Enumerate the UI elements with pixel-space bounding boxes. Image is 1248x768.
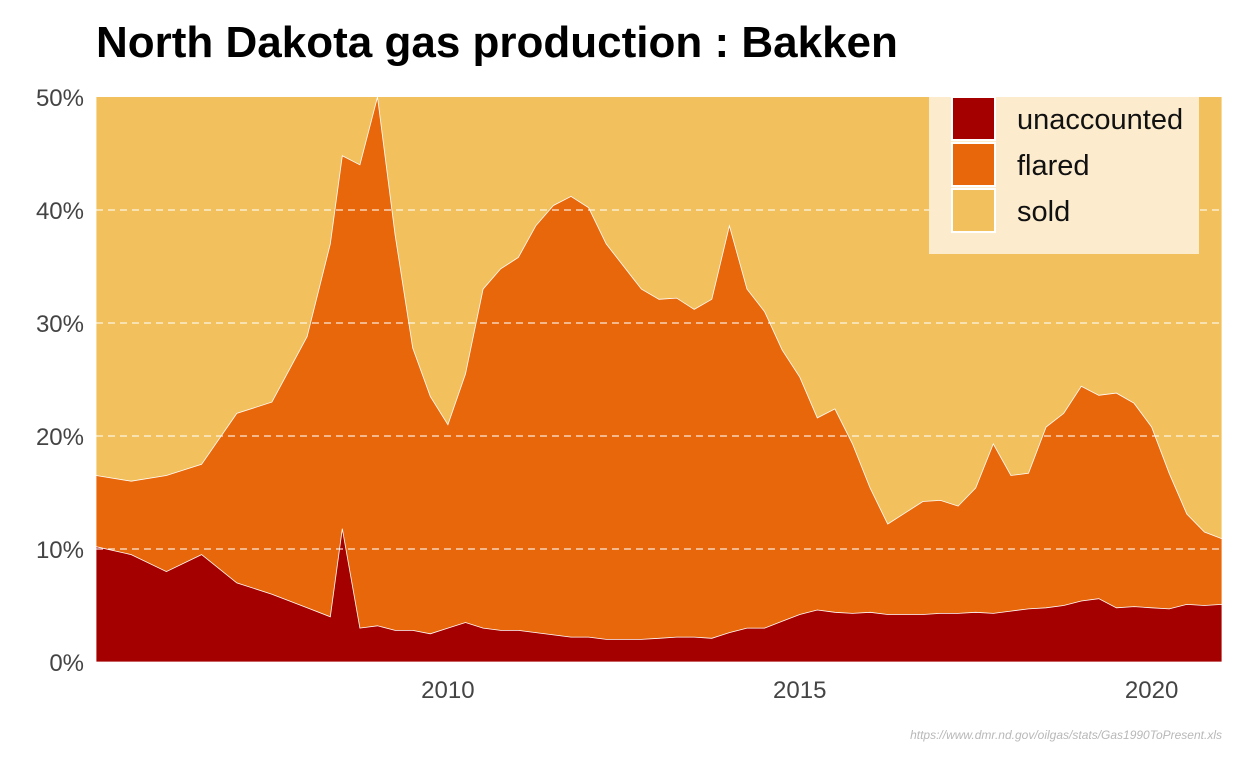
x-tick-label: 2020 (1125, 677, 1178, 704)
y-tick-label: 40% (36, 198, 84, 225)
legend-swatch-sold (951, 188, 996, 233)
y-tick-label: 0% (49, 650, 84, 677)
legend-label-sold: sold (1017, 196, 1070, 228)
y-tick-label: 30% (36, 311, 84, 338)
y-tick-label: 10% (36, 537, 84, 564)
legend-label-flared: flared (1017, 150, 1090, 182)
y-axis: 0% 10% 20% 30% 40% 50% (36, 85, 84, 677)
x-tick-label: 2015 (773, 677, 826, 704)
y-tick-label: 20% (36, 424, 84, 451)
legend-swatch-flared (951, 142, 996, 187)
x-tick-label: 2010 (421, 677, 474, 704)
source-caption: https://www.dmr.nd.gov/oilgas/stats/Gas1… (910, 728, 1222, 742)
legend: unaccounted flared sold (929, 96, 1199, 254)
x-axis: 2010 2015 2020 (421, 677, 1178, 704)
y-tick-label: 50% (36, 85, 84, 112)
legend-swatch-unaccounted (951, 96, 996, 141)
legend-label-unaccounted: unaccounted (1017, 104, 1183, 136)
chart-title: North Dakota gas production : Bakken (96, 18, 898, 67)
area-flared (96, 97, 1222, 662)
area-unaccounted (96, 528, 1222, 662)
